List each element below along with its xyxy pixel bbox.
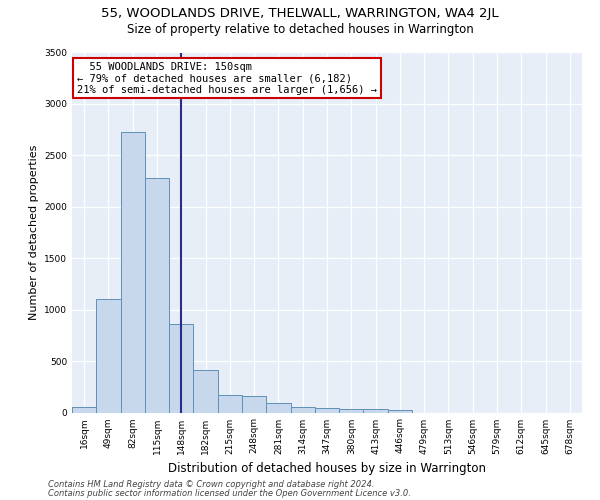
Text: 55, WOODLANDS DRIVE, THELWALL, WARRINGTON, WA4 2JL: 55, WOODLANDS DRIVE, THELWALL, WARRINGTO… [101, 8, 499, 20]
Bar [290, 407, 315, 412]
Bar [218, 395, 242, 412]
Bar [339, 409, 364, 412]
Bar [266, 403, 290, 412]
Y-axis label: Number of detached properties: Number of detached properties [29, 145, 38, 320]
Text: 55 WOODLANDS DRIVE: 150sqm
← 79% of detached houses are smaller (6,182)
21% of s: 55 WOODLANDS DRIVE: 150sqm ← 79% of deta… [77, 62, 377, 94]
Bar [193, 370, 218, 412]
X-axis label: Distribution of detached houses by size in Warrington: Distribution of detached houses by size … [168, 462, 486, 475]
Text: Size of property relative to detached houses in Warrington: Size of property relative to detached ho… [127, 22, 473, 36]
Bar [72, 408, 96, 412]
Bar [169, 324, 193, 412]
Bar [242, 396, 266, 412]
Text: Contains HM Land Registry data © Crown copyright and database right 2024.: Contains HM Land Registry data © Crown c… [48, 480, 374, 489]
Bar [145, 178, 169, 412]
Bar [121, 132, 145, 412]
Bar [364, 410, 388, 412]
Bar [96, 300, 121, 412]
Bar [388, 410, 412, 412]
Text: Contains public sector information licensed under the Open Government Licence v3: Contains public sector information licen… [48, 489, 411, 498]
Bar [315, 408, 339, 412]
